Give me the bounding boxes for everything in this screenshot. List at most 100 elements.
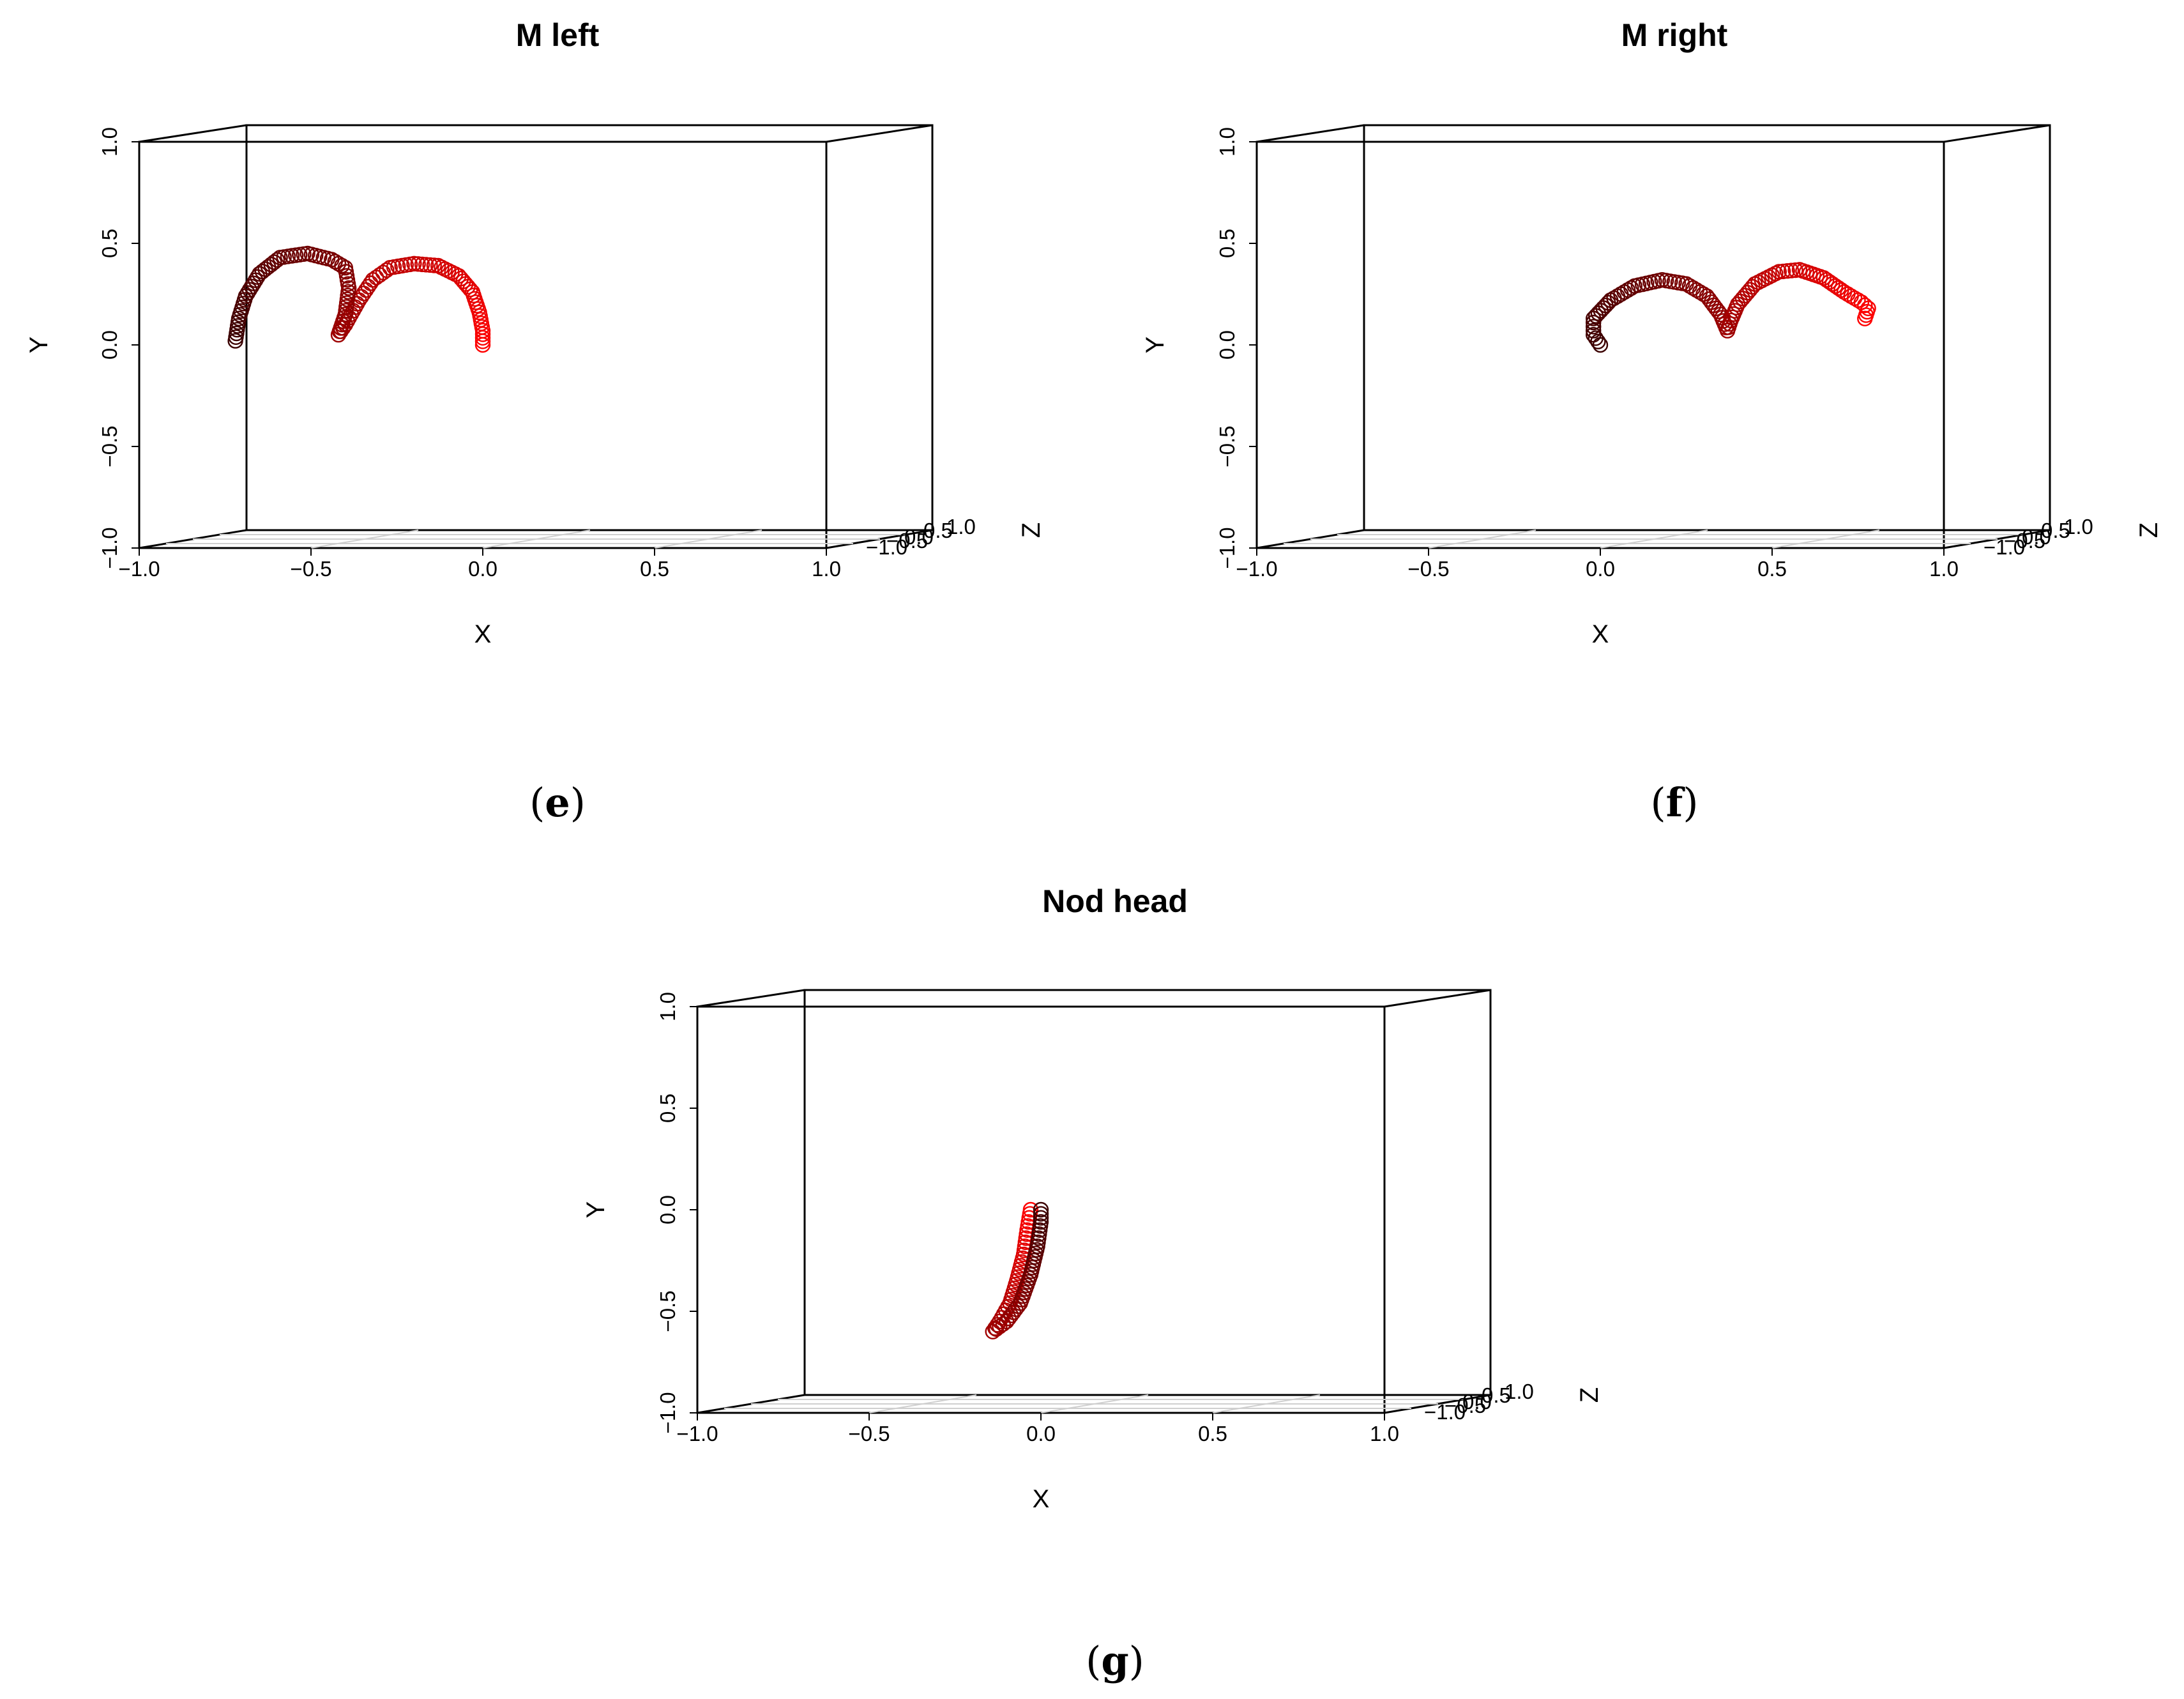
trajectory-point xyxy=(1585,323,1602,339)
trajectory-point xyxy=(430,257,446,274)
trajectory-point xyxy=(1588,330,1604,346)
trajectory-point xyxy=(1033,1206,1049,1222)
panel-title: M right xyxy=(1621,17,1728,53)
x-tick-label: −0.5 xyxy=(848,1422,890,1445)
trajectory-point xyxy=(995,1316,1012,1332)
trajectory-points xyxy=(227,245,491,353)
z-axis-label: Z xyxy=(1017,522,1045,538)
x-tick-label: 1.0 xyxy=(1370,1422,1399,1445)
plot-box xyxy=(1255,124,2051,549)
trajectory-point xyxy=(1783,263,1800,278)
z-tick-label: 1.0 xyxy=(2064,515,2093,538)
edge-top-right xyxy=(1384,989,1491,1008)
x-tick-label: 0.0 xyxy=(1026,1422,1056,1445)
floor-grid xyxy=(166,530,907,549)
panel-caption: (e) xyxy=(529,779,586,826)
z-tick-label: 0.5 xyxy=(923,519,953,542)
panel-m-right: M right −1.0 −0.5 0.0 0.5 1.0 xyxy=(1141,17,2163,826)
x-tick-label: −0.5 xyxy=(1407,557,1449,581)
floor-grid-line xyxy=(1212,1394,1321,1413)
z-tick-label: 0.0 xyxy=(1462,1390,1492,1413)
x-tick-label: −0.5 xyxy=(290,557,331,581)
edge-top-left xyxy=(139,124,247,143)
trajectory-point xyxy=(239,285,256,301)
x-tick-label: −1.0 xyxy=(676,1422,718,1445)
x-axis-label: X xyxy=(1592,620,1609,648)
panel-caption: (f) xyxy=(1650,779,1698,826)
back-face xyxy=(1363,124,2051,531)
z-tick-label: −0.5 xyxy=(1445,1394,1486,1417)
z-tick-label: −1.0 xyxy=(866,535,907,559)
x-tick-label: 1.0 xyxy=(1929,557,1959,581)
trajectory-point xyxy=(1771,264,1787,280)
x-tick-label: −1.0 xyxy=(118,557,160,581)
trajectory-point xyxy=(1857,297,1873,314)
y-tick-label: −1.0 xyxy=(1215,527,1239,568)
trajectory-point xyxy=(327,254,343,270)
z-axis-ticks: −1.0 −0.5 0.0 0.5 1.0 xyxy=(866,515,976,559)
z-tick-label: 1.0 xyxy=(1505,1380,1534,1403)
y-axis-ticks: −1.0 −0.5 0.0 0.5 1.0 xyxy=(98,127,139,569)
trajectory-point xyxy=(227,333,243,349)
x-axis-ticks: −1.0 −0.5 0.0 0.5 1.0 xyxy=(1236,548,1959,581)
z-tick-label: −0.5 xyxy=(886,529,928,552)
y-tick-label: −1.0 xyxy=(98,527,121,568)
floor-grid-line xyxy=(1771,530,1880,549)
trajectory-point xyxy=(1623,280,1639,296)
trajectory-point xyxy=(1779,263,1795,279)
edge-top-right xyxy=(1943,124,2051,143)
trajectory-point xyxy=(368,270,384,286)
x-tick-label: 0.0 xyxy=(1586,557,1615,581)
edge-top-left xyxy=(1256,124,1365,143)
trajectory-point xyxy=(1585,314,1602,331)
trajectory-point xyxy=(1585,319,1602,335)
y-tick-label: 0.5 xyxy=(656,1093,679,1123)
y-axis-label: Y xyxy=(25,337,53,354)
front-face xyxy=(1255,141,1945,549)
trajectory-point xyxy=(1585,326,1602,343)
y-axis-label: Y xyxy=(1141,337,1169,354)
z-tick-label: 0.0 xyxy=(904,525,934,549)
z-tick-label: 0.0 xyxy=(2022,525,2051,549)
x-axis-label: X xyxy=(474,620,492,648)
z-tick-label: 1.0 xyxy=(946,515,976,538)
y-tick-label: 1.0 xyxy=(98,127,121,156)
trajectory-point xyxy=(422,257,438,273)
edge-top-left xyxy=(697,989,805,1008)
y-tick-label: 0.0 xyxy=(1215,330,1239,360)
x-tick-label: 0.0 xyxy=(468,557,497,581)
y-tick-label: 1.0 xyxy=(656,992,679,1021)
x-tick-label: 0.5 xyxy=(640,557,669,581)
plot-box xyxy=(696,989,1492,1414)
z-axis-ticks: −1.0 −0.5 0.0 0.5 1.0 xyxy=(1424,1380,1534,1424)
z-tick-label: 0.5 xyxy=(1482,1383,1511,1407)
x-axis-label: X xyxy=(1033,1485,1050,1513)
trajectory-point xyxy=(1033,1210,1049,1226)
floor-grid-line xyxy=(654,530,762,549)
z-tick-label: −1.0 xyxy=(1424,1400,1466,1424)
y-axis-ticks: −1.0 −0.5 0.0 0.5 1.0 xyxy=(656,992,697,1434)
x-axis-ticks: −1.0 −0.5 0.0 0.5 1.0 xyxy=(676,1413,1399,1445)
x-tick-label: 0.5 xyxy=(1198,1422,1227,1445)
z-tick-label: −1.0 xyxy=(1983,535,2025,559)
y-axis-ticks: −1.0 −0.5 0.0 0.5 1.0 xyxy=(1215,127,1257,569)
z-axis-label: Z xyxy=(2135,522,2163,538)
back-face xyxy=(803,989,1492,1396)
z-tick-label: 0.5 xyxy=(2041,519,2070,542)
y-tick-label: 0.5 xyxy=(98,229,121,258)
trajectory-point xyxy=(1695,286,1711,302)
z-tick-label: −0.5 xyxy=(2004,529,2045,552)
trajectory-point xyxy=(1033,1214,1049,1230)
trajectory-points xyxy=(985,1201,1049,1340)
y-tick-label: 0.0 xyxy=(656,1195,679,1224)
y-axis-label: Y xyxy=(582,1201,610,1219)
floor-grid xyxy=(1284,530,2024,549)
floor-grid xyxy=(724,1394,1465,1413)
x-tick-label: 0.5 xyxy=(1757,557,1787,581)
y-tick-label: −0.5 xyxy=(656,1290,679,1332)
trajectory-point xyxy=(410,256,426,272)
y-tick-label: 1.0 xyxy=(1215,127,1239,156)
trajectory-point xyxy=(1857,310,1873,326)
z-axis-ticks: −1.0 −0.5 0.0 0.5 1.0 xyxy=(1983,515,2093,559)
